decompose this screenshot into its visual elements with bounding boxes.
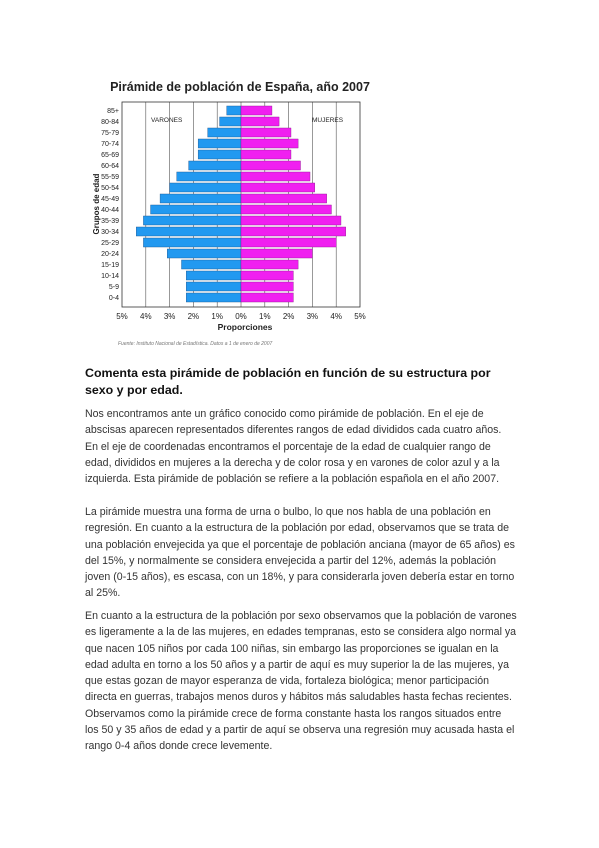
legend-varones: VARONES — [151, 117, 183, 124]
age-group-labels: 85+ 80-84 75-79 70-74 65-69 60-64 55-59 50-54 45… — [101, 108, 119, 302]
bar-mujeres-50-54 — [240, 182, 315, 193]
bar-mujeres-85+ — [240, 105, 273, 116]
bar-varones-85+ — [226, 105, 242, 116]
x-tick-label: 4% — [140, 312, 152, 321]
y-axis-label: Grupos de edad — [92, 173, 101, 234]
x-tick-label: 5% — [116, 312, 128, 321]
bar-varones-40-44 — [150, 204, 242, 215]
bar-mujeres-5-9 — [240, 281, 294, 292]
x-tick-label: 1% — [211, 312, 223, 321]
bar-varones-20-24 — [167, 248, 242, 259]
bar-varones-5-9 — [186, 281, 242, 292]
bar-varones-0-4 — [186, 292, 242, 303]
chart-title: Pirámide de población de España, año 200… — [110, 80, 370, 94]
age-group-label: 10-14 — [101, 273, 119, 280]
age-group-label: 65-69 — [101, 152, 119, 159]
age-group-label: 75-79 — [101, 130, 119, 137]
bar-varones-60-64 — [188, 160, 242, 171]
exercise-question: Comenta esta pirámide de población en fu… — [85, 366, 491, 397]
age-group-label: 45-49 — [101, 196, 119, 203]
age-group-label: 80-84 — [101, 119, 119, 126]
age-group-label: 85+ — [107, 108, 119, 115]
bar-mujeres-45-49 — [240, 193, 327, 204]
bar-varones-70-74 — [197, 138, 242, 149]
bar-mujeres-25-29 — [240, 237, 337, 248]
bar-mujeres-30-34 — [240, 226, 346, 237]
age-group-label: 0-4 — [109, 295, 119, 302]
x-axis-label: Proporciones — [218, 322, 273, 332]
paragraph-age-structure: La pirámide muestra una forma de urna o … — [85, 506, 515, 600]
bar-varones-35-39 — [143, 215, 242, 226]
bar-varones-55-59 — [176, 171, 242, 182]
bar-mujeres-80-84 — [240, 116, 280, 127]
bar-mujeres-70-74 — [240, 138, 299, 149]
x-tick-label: 0% — [235, 312, 247, 321]
paragraph-sex-structure: En cuanto a la estructura de la població… — [85, 610, 517, 753]
age-group-label: 55-59 — [101, 174, 119, 181]
age-group-label: 40-44 — [101, 207, 119, 214]
bar-mujeres-65-69 — [240, 149, 292, 160]
bar-mujeres-20-24 — [240, 248, 313, 259]
bar-mujeres-10-14 — [240, 270, 294, 281]
legend-mujeres: MUJERES — [312, 117, 344, 124]
age-group-label: 25-29 — [101, 240, 119, 247]
x-tick-labels: 5% 4% 3% 2% 1% 0% 1% 2% 3% 4% 5% — [116, 312, 366, 321]
bar-mujeres-15-19 — [240, 259, 299, 270]
age-group-label: 70-74 — [101, 141, 119, 148]
bar-mujeres-0-4 — [240, 292, 294, 303]
bar-varones-80-84 — [219, 116, 242, 127]
age-group-label: 20-24 — [101, 251, 119, 258]
age-group-label: 30-34 — [101, 229, 119, 236]
x-tick-label: 3% — [164, 312, 176, 321]
bar-mujeres-75-79 — [240, 127, 292, 138]
bar-mujeres-60-64 — [240, 160, 301, 171]
bar-mujeres-40-44 — [240, 204, 332, 215]
x-tick-label: 1% — [259, 312, 271, 321]
bar-varones-10-14 — [186, 270, 242, 281]
bar-mujeres-35-39 — [240, 215, 342, 226]
age-group-label: 35-39 — [101, 218, 119, 225]
x-tick-label: 2% — [283, 312, 295, 321]
age-group-label: 15-19 — [101, 262, 119, 269]
bar-varones-75-79 — [207, 127, 242, 138]
x-tick-label: 4% — [330, 312, 342, 321]
paragraph-intro: Nos encontramos ante un gráfico conocido… — [85, 408, 502, 486]
x-tick-label: 2% — [188, 312, 200, 321]
bar-varones-50-54 — [169, 182, 242, 193]
bar-varones-45-49 — [159, 193, 242, 204]
population-pyramid-chart: Pirámide de población de España, año 200… — [92, 80, 370, 332]
age-group-label: 5-9 — [109, 284, 119, 291]
chart-bars — [136, 105, 346, 303]
bar-varones-65-69 — [197, 149, 242, 160]
chart-source-note: Fuente: Instituto Nacional de Estadístic… — [118, 341, 273, 347]
age-group-label: 60-64 — [101, 163, 119, 170]
bar-mujeres-55-59 — [240, 171, 311, 182]
bar-varones-15-19 — [181, 259, 242, 270]
age-group-label: 50-54 — [101, 185, 119, 192]
plot-frame — [121, 101, 361, 308]
x-tick-label: 5% — [354, 312, 366, 321]
x-tick-label: 3% — [307, 312, 319, 321]
bar-varones-30-34 — [136, 226, 242, 237]
bar-varones-25-29 — [143, 237, 242, 248]
